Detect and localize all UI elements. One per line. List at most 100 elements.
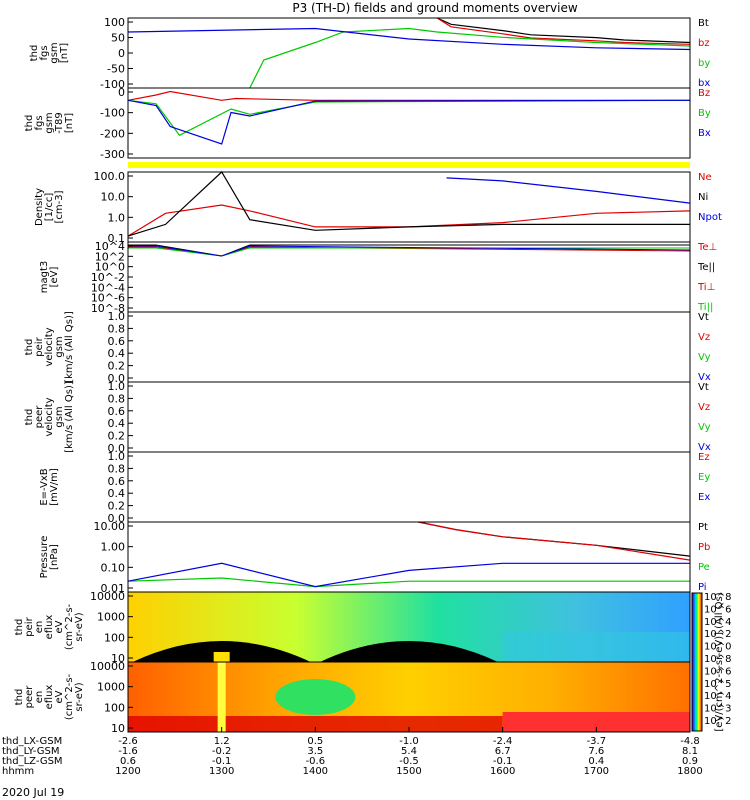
y-axis-label: sr-eV) <box>74 682 85 711</box>
y-tick-label: 0.8 <box>108 322 126 335</box>
y-tick-label: 0.4 <box>108 417 126 430</box>
yellow-status-bar <box>128 162 690 168</box>
legend-Vz: Vz <box>698 402 710 413</box>
legend-Te||: Te|| <box>697 262 715 273</box>
y-axis-label: thd <box>14 619 25 636</box>
x-tick-label: 0.4 <box>588 756 604 767</box>
panel-frame-efield <box>127 451 691 523</box>
legend-Ey: Ey <box>698 472 710 483</box>
colorbar-tick: 10^2 <box>704 716 731 727</box>
series-Ni <box>127 171 690 237</box>
y-axis-label: Density <box>34 188 45 226</box>
y-axis-label: -T89 <box>54 112 65 134</box>
x-tick-label: 6.7 <box>495 746 511 757</box>
x-tick-label: -3.7 <box>587 736 607 747</box>
y-axis-label: [nT] <box>59 43 70 63</box>
x-tick-label: 3.5 <box>307 746 323 757</box>
legend-Ex: Ex <box>698 492 710 503</box>
panel-frame-peir-vel <box>127 311 691 383</box>
date-label: 2020 Jul 19 <box>2 786 64 799</box>
y-axis-label: sr-eV) <box>74 612 85 641</box>
y-tick-label: 0.6 <box>108 405 126 418</box>
panel-frames <box>127 17 703 733</box>
peir-cyan-region <box>502 632 690 662</box>
series-by <box>249 27 691 89</box>
y-tick-label: 100 <box>104 631 125 644</box>
y-tick-label: 0.4 <box>108 487 126 500</box>
panel-frame-fgs-t89 <box>127 87 691 159</box>
y-axis-label: fgs <box>39 45 50 60</box>
y-tick-label: 100 <box>104 701 125 714</box>
legend-bz: bz <box>698 38 710 49</box>
legend-Bz: Bz <box>698 88 710 99</box>
legend-Vy: Vy <box>698 352 711 363</box>
y-axis-label: thd <box>29 45 40 62</box>
y-tick-label: -200 <box>100 127 125 140</box>
y-axis-label: [cm-3] <box>54 190 65 223</box>
peer-green-blob <box>275 679 356 715</box>
y-tick-label: 0.01 <box>101 582 126 595</box>
y-axis-label: thd <box>14 689 25 706</box>
x-tick-label: 7.6 <box>588 746 604 757</box>
legend-Pe: Pe <box>698 562 710 573</box>
y-axis-label: Pressure <box>39 536 50 579</box>
y-axis-label: [km/s (All Qs)] <box>64 311 75 383</box>
x-tick-label: 1600 <box>490 766 515 777</box>
legend-Pt: Pt <box>698 522 708 533</box>
y-axis-label: velocity <box>44 327 55 366</box>
y-axis-label: eV <box>54 690 65 703</box>
colorbar-tick: 10^3 <box>704 704 731 715</box>
colorbar-tick: 10^0 <box>704 642 731 653</box>
legend-Vy: Vy <box>698 422 711 433</box>
x-tick-label: -2.4 <box>493 736 513 747</box>
y-tick-label: -300 <box>100 148 125 161</box>
series-layer <box>127 17 691 588</box>
x-tick-label: -0.1 <box>212 756 232 767</box>
legend-Ti⊥: Ti⊥ <box>697 282 715 293</box>
legend-bx: bx <box>698 78 710 89</box>
y-tick-label: 10.0 <box>101 191 126 204</box>
y-tick-label: 100 <box>104 16 125 29</box>
y-axis-label: peer <box>24 685 35 709</box>
series-Ne <box>127 204 691 237</box>
y-axis-label: peir <box>34 336 45 356</box>
y-axis-label: thd <box>24 409 35 426</box>
x-tick-label: 0.5 <box>307 736 323 747</box>
y-tick-label: 0.8 <box>108 392 126 405</box>
y-axis-label: [1/cc] <box>44 193 55 222</box>
legend-Vx: Vx <box>698 442 711 453</box>
y-axis-label: (cm^2-s- <box>64 673 75 720</box>
legend-Pb: Pb <box>698 542 710 553</box>
y-tick-label: 1.0 <box>108 380 126 393</box>
y-tick-label: 10^2 <box>95 250 125 263</box>
y-axis-label: eV <box>54 620 65 633</box>
legend-Npot: Npot <box>698 212 722 223</box>
y-tick-label: 0 <box>118 47 125 60</box>
peir-black-region <box>132 641 311 662</box>
y-axis-label: eflux <box>44 615 55 640</box>
y-tick-label: 1000 <box>97 681 125 694</box>
peir-yellow-patch <box>213 652 230 662</box>
legend-Pi: Pi <box>698 582 707 593</box>
y-axis-label: gsm <box>44 112 55 133</box>
y-tick-label: 0 <box>118 86 125 99</box>
x-tick-label: 1500 <box>396 766 421 777</box>
y-tick-label: 0.10 <box>101 561 126 574</box>
legend-Bx: Bx <box>698 128 711 139</box>
panel-frame-density <box>127 171 691 243</box>
colorbar-tick: 10^6 <box>704 604 731 615</box>
y-tick-label: 10^-2 <box>91 271 125 284</box>
series-Pe <box>127 577 690 588</box>
colorbar-tick: 10^5 <box>704 679 731 690</box>
x-tick-label: 1.2 <box>214 736 230 747</box>
colorbar-label: [eV/(cm^2-s-sr-eV)] (All Qs) <box>714 592 725 731</box>
series-Bz <box>127 90 690 101</box>
y-axis-label: [eV] <box>49 267 60 288</box>
y-tick-label: 0.4 <box>108 347 126 360</box>
y-tick-label: 0.0 <box>108 442 126 455</box>
y-axis-label: fgs <box>34 115 45 130</box>
x-row-label: thd_LZ-GSM <box>2 756 63 767</box>
y-tick-label: 50 <box>111 32 125 45</box>
series-Pb <box>418 521 691 561</box>
